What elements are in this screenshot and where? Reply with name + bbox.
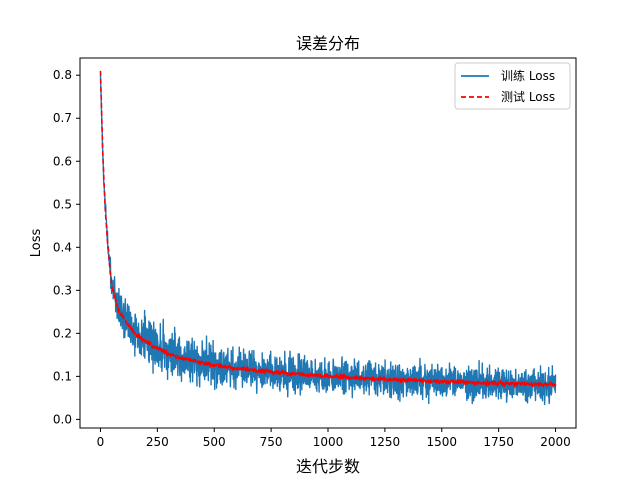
x-tick-label: 500 (203, 435, 226, 449)
x-tick-label: 1000 (313, 435, 344, 449)
y-tick-label: 0.5 (53, 197, 72, 211)
x-axis: 0 250 500 750 1000 1250 1500 1750 2000 (97, 428, 571, 449)
plot-area (99, 70, 557, 406)
x-tick-label: 750 (260, 435, 283, 449)
y-tick-label: 0.7 (53, 111, 72, 125)
x-tick-label: 1750 (483, 435, 514, 449)
legend-label-train: 训练 Loss (501, 68, 555, 83)
x-tick-label: 2000 (540, 435, 571, 449)
chart-title: 误差分布 (296, 34, 360, 53)
series-test-loss-line (99, 70, 557, 388)
legend-frame (454, 62, 571, 110)
y-tick-label: 0.1 (53, 369, 72, 383)
legend: 训练 Loss 测试 Loss (454, 62, 571, 110)
y-tick-label: 0.2 (53, 326, 72, 340)
y-tick-label: 0.6 (53, 154, 72, 168)
y-axis: 0.0 0.1 0.2 0.3 0.4 0.5 0.6 0.7 0.8 (53, 68, 80, 426)
legend-label-test: 测试 Loss (501, 89, 555, 104)
series-train-loss-line (99, 75, 557, 406)
y-tick-label: 0.0 (53, 412, 72, 426)
x-tick-label: 250 (146, 435, 169, 449)
x-tick-label: 1500 (426, 435, 457, 449)
x-tick-label: 1250 (370, 435, 401, 449)
y-axis-label: Loss (29, 229, 44, 258)
y-tick-label: 0.3 (53, 283, 72, 297)
y-tick-label: 0.4 (53, 240, 72, 254)
x-tick-label: 0 (97, 435, 105, 449)
y-tick-label: 0.8 (53, 68, 72, 82)
x-axis-label: 迭代步数 (296, 457, 360, 476)
